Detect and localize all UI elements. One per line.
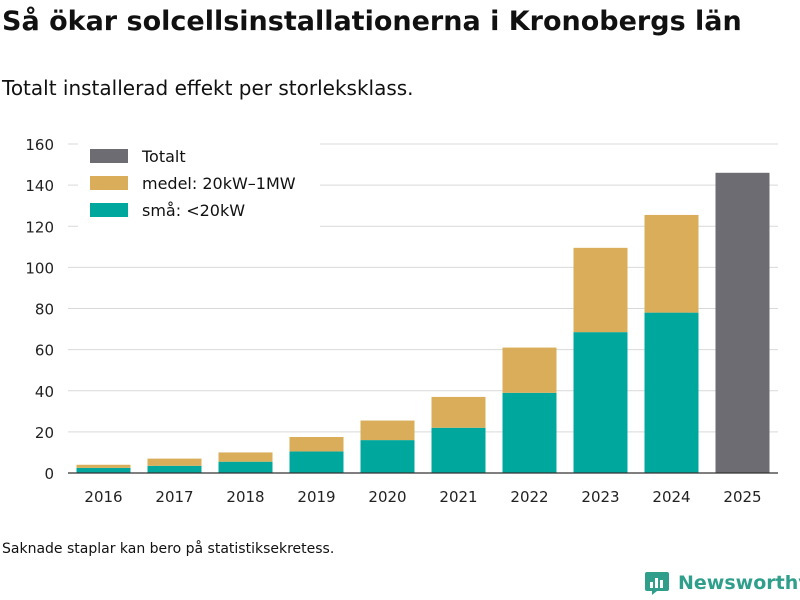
bar-small-2016 xyxy=(76,467,131,473)
x-tick-label: 2016 xyxy=(84,488,122,506)
legend-swatch xyxy=(90,176,128,190)
legend-swatch xyxy=(90,203,128,217)
x-tick-label: 2017 xyxy=(155,488,193,506)
y-tick-label: 40 xyxy=(35,383,54,401)
bar-small-2019 xyxy=(289,451,344,473)
brand: Newsworthy xyxy=(644,570,800,596)
bar-small-2017 xyxy=(147,465,202,473)
chart-subtitle: Totalt installerad effekt per storlekskl… xyxy=(2,76,414,100)
bar-small-2023 xyxy=(573,332,628,473)
y-tick-label: 20 xyxy=(35,424,54,442)
footnote: Saknade staplar kan bero på statistiksek… xyxy=(2,541,335,557)
x-tick-label: 2018 xyxy=(226,488,264,506)
x-tick-label: 2025 xyxy=(723,488,761,506)
x-tick-label: 2022 xyxy=(510,488,548,506)
bar-medium-2021 xyxy=(431,396,486,428)
bar-medium-2024 xyxy=(644,214,699,313)
y-tick-label: 0 xyxy=(44,465,54,483)
bar-small-2021 xyxy=(431,427,486,473)
bar-medium-2017 xyxy=(147,458,202,466)
bar-medium-2019 xyxy=(289,437,344,452)
x-tick-label: 2019 xyxy=(297,488,335,506)
y-tick-label: 80 xyxy=(35,301,54,319)
y-tick-label: 60 xyxy=(35,342,54,360)
bar-medium-2018 xyxy=(218,452,273,462)
x-tick-label: 2023 xyxy=(581,488,619,506)
x-tick-label: 2024 xyxy=(652,488,690,506)
x-tick-label: 2020 xyxy=(368,488,406,506)
y-tick-label: 100 xyxy=(25,259,54,277)
legend-label: Totalt xyxy=(141,147,186,166)
legend-label: medel: 20kW–1MW xyxy=(142,174,296,193)
y-tick-label: 120 xyxy=(25,218,54,236)
bar-medium-2023 xyxy=(573,247,628,333)
bar-small-2020 xyxy=(360,440,415,473)
bar-total-2025 xyxy=(715,172,770,473)
bar-medium-2016 xyxy=(76,464,131,468)
y-tick-label: 140 xyxy=(25,177,54,195)
bar-small-2024 xyxy=(644,312,699,473)
legend-swatch xyxy=(90,149,128,163)
chart-title: Så ökar solcellsinstallationerna i Krono… xyxy=(2,6,742,37)
bar-chart-logo-icon xyxy=(645,572,669,595)
bar-medium-2020 xyxy=(360,420,415,441)
legend-label: små: <20kW xyxy=(142,201,245,220)
bar-medium-2022 xyxy=(502,347,557,393)
y-tick-label: 160 xyxy=(25,136,54,154)
bar-small-2022 xyxy=(502,392,557,473)
bar-small-2018 xyxy=(218,461,273,473)
brand-name: Newsworthy xyxy=(678,572,800,594)
x-tick-label: 2021 xyxy=(439,488,477,506)
